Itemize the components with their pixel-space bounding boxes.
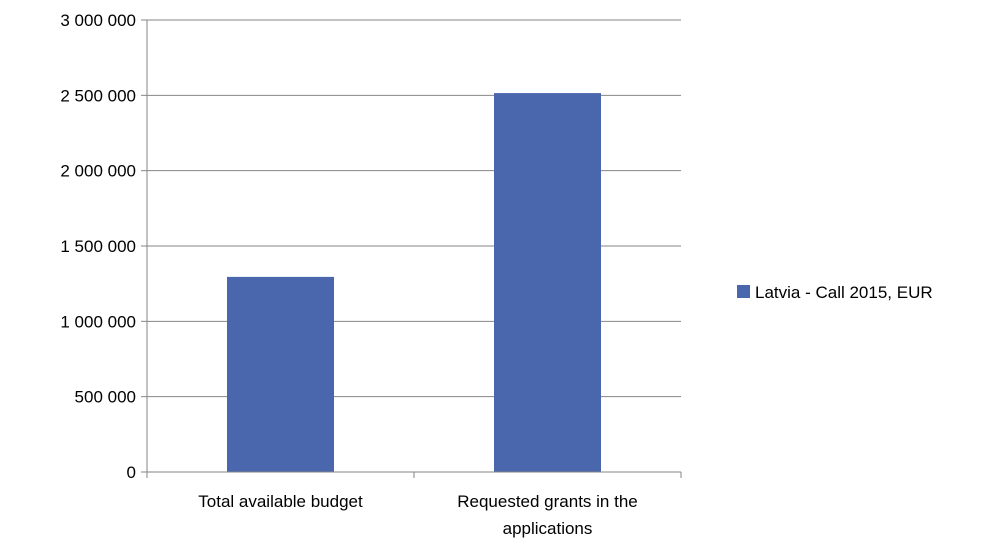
x-tick-label: Total available budget <box>198 492 363 511</box>
y-tick-label: 0 <box>127 463 136 482</box>
y-tick-label: 3 000 000 <box>60 11 136 30</box>
bar <box>494 93 601 472</box>
legend-swatch <box>737 285 750 298</box>
legend-label: Latvia - Call 2015, EUR <box>755 283 933 302</box>
x-tick-label: Requested grants in the <box>457 492 638 511</box>
y-tick-label: 1 500 000 <box>60 237 136 256</box>
y-tick-label: 500 000 <box>75 388 136 407</box>
y-tick-label: 2 000 000 <box>60 162 136 181</box>
x-axis: Total available budget Requested grants i… <box>146 471 682 538</box>
y-tick-label: 2 500 000 <box>60 86 136 105</box>
y-tick-label: 1 000 000 <box>60 312 136 331</box>
x-tick-label: applications <box>503 519 593 538</box>
bars <box>227 93 601 472</box>
legend: Latvia - Call 2015, EUR <box>737 283 933 302</box>
bar <box>227 276 334 472</box>
y-axis: 0 500 000 1 000 000 1 500 000 2 000 000 2 500… <box>60 11 148 482</box>
